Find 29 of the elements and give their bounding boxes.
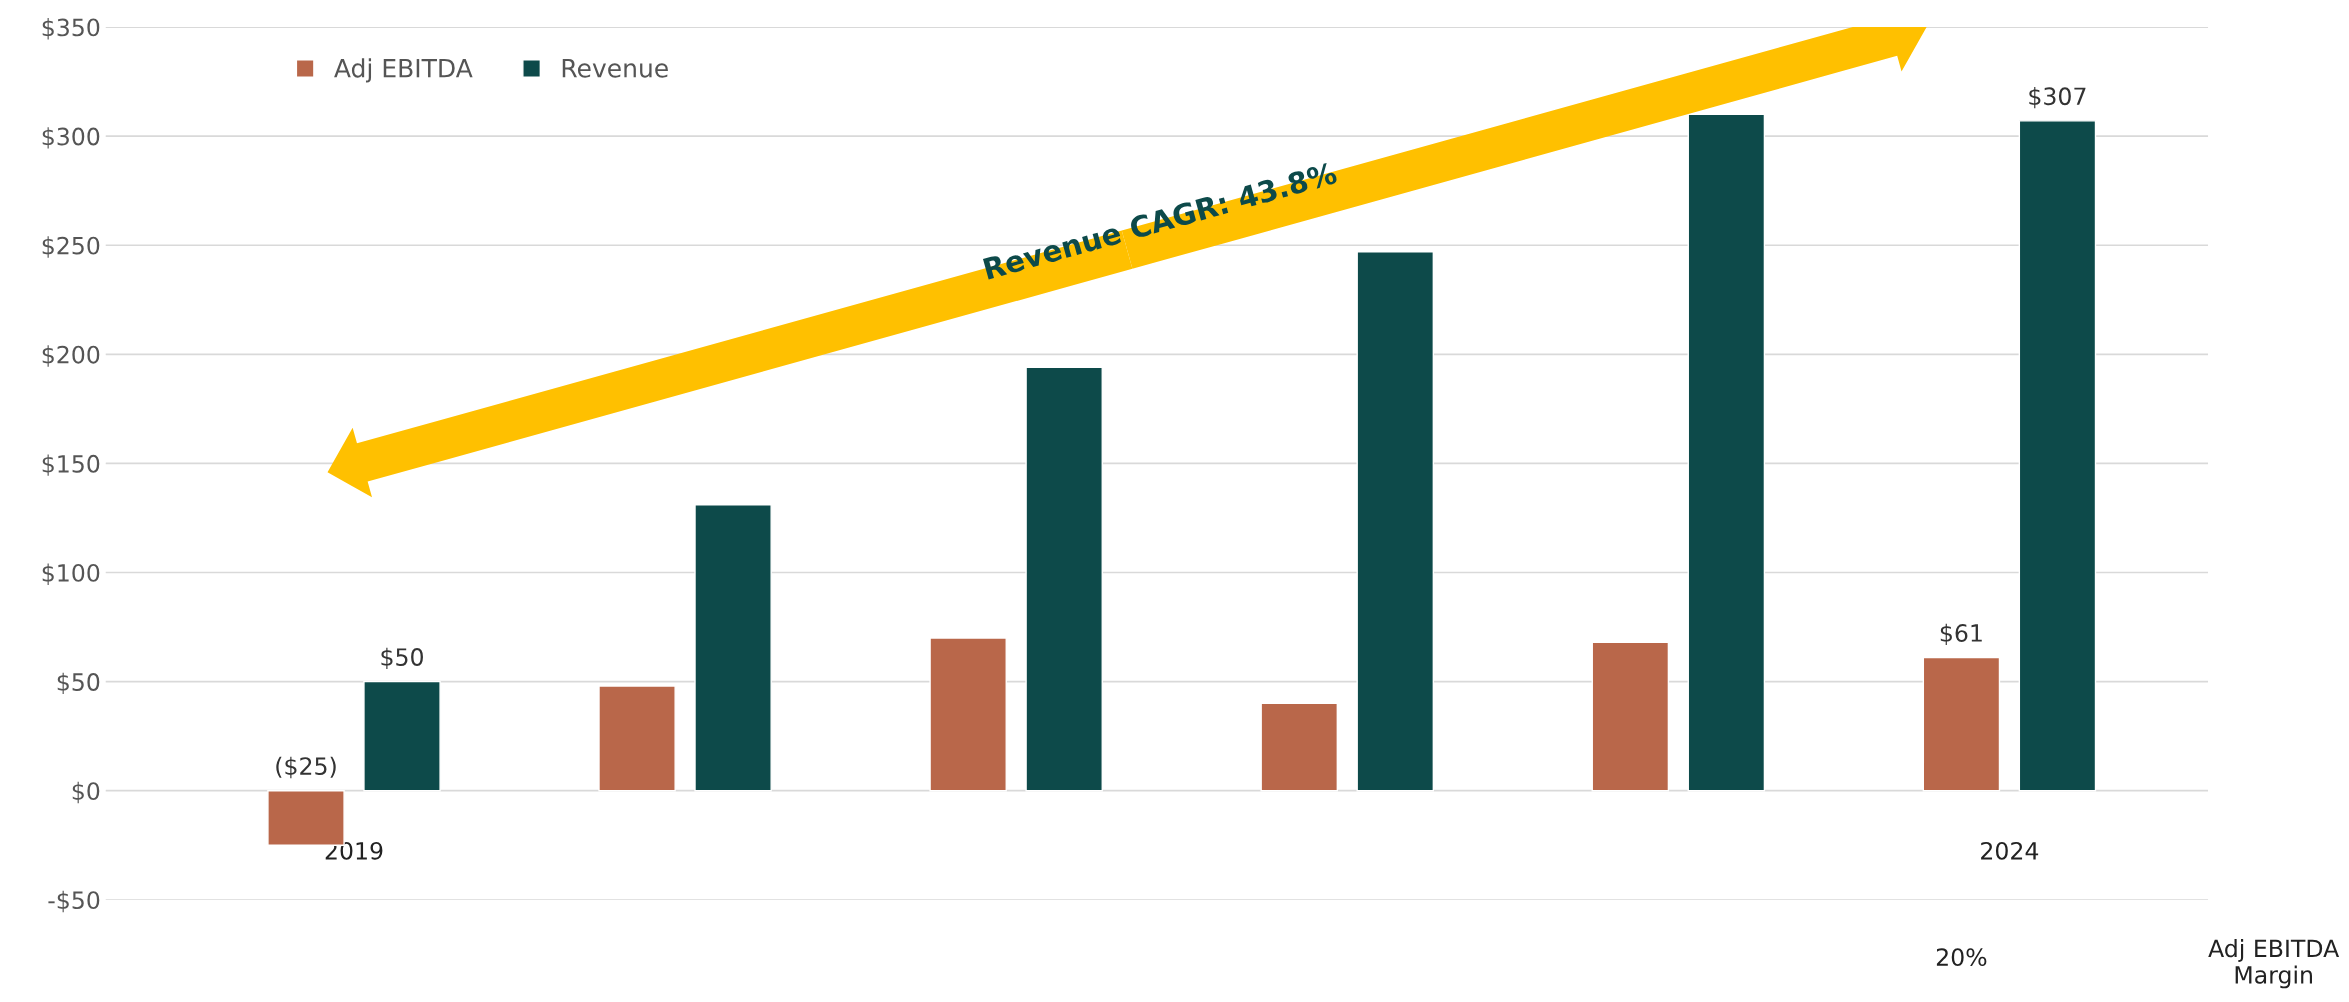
y-tick-label: $0 [72,781,100,804]
legend-label: Revenue [562,59,668,78]
text: Adj EBITDA Margin [2208,939,2340,989]
bar [1260,702,1339,792]
bar [929,637,1007,792]
data-label: $307 [2029,86,2086,109]
legend-label: Adj EBITDA [334,58,473,83]
bar [1687,113,1766,792]
y-tick-label: $100 [42,563,100,585]
y-tick-label: $250 [42,236,100,258]
x-tick-label: 2024 [1981,841,2039,860]
y-tick-label: $150 [42,454,100,476]
bar [2018,120,2097,792]
y-tick-label: $350 [42,18,100,40]
bar [1356,251,1435,792]
bar [598,685,676,792]
bar [1591,641,1670,792]
y-tick-label: $50 [57,672,100,695]
data-label: $50 [381,647,423,670]
y-tick-label: -$50 [48,890,100,913]
bar [1025,366,1103,792]
text: 20% [1936,948,1987,967]
bar [1922,656,2001,792]
y-tick-label: $200 [42,345,100,367]
y-tick-label: $300 [42,127,100,149]
bar [694,504,772,792]
bar [363,680,441,792]
data-label: ($25) [276,756,336,779]
data-label: $61 [1940,623,1982,646]
